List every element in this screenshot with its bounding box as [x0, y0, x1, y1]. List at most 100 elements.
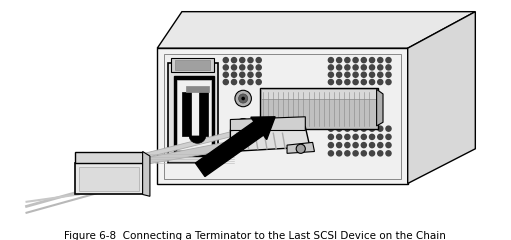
Circle shape — [240, 65, 245, 70]
Circle shape — [345, 58, 350, 63]
Circle shape — [235, 90, 251, 107]
Circle shape — [248, 79, 253, 85]
Circle shape — [235, 119, 251, 135]
Polygon shape — [408, 12, 475, 184]
Circle shape — [386, 79, 391, 85]
Circle shape — [386, 143, 391, 148]
Circle shape — [353, 79, 358, 85]
Circle shape — [378, 134, 383, 139]
Polygon shape — [377, 89, 383, 126]
Circle shape — [256, 72, 261, 77]
Circle shape — [345, 126, 350, 131]
Circle shape — [378, 151, 383, 156]
Circle shape — [361, 143, 366, 148]
Circle shape — [223, 72, 228, 77]
Circle shape — [296, 144, 305, 153]
Circle shape — [353, 134, 358, 139]
Polygon shape — [175, 60, 210, 70]
Circle shape — [361, 58, 366, 63]
Circle shape — [369, 65, 375, 70]
Polygon shape — [230, 117, 305, 131]
Circle shape — [337, 151, 342, 156]
Circle shape — [337, 143, 342, 148]
Circle shape — [337, 58, 342, 63]
Circle shape — [239, 94, 248, 103]
Circle shape — [223, 79, 228, 85]
Circle shape — [329, 126, 334, 131]
Polygon shape — [260, 88, 379, 129]
Polygon shape — [187, 86, 210, 92]
Circle shape — [378, 65, 383, 70]
Circle shape — [353, 58, 358, 63]
Circle shape — [223, 58, 228, 63]
Circle shape — [386, 58, 391, 63]
Circle shape — [329, 72, 334, 77]
Polygon shape — [287, 142, 314, 153]
Circle shape — [329, 143, 334, 148]
Circle shape — [239, 122, 248, 132]
Polygon shape — [171, 58, 214, 72]
Polygon shape — [230, 127, 310, 151]
Circle shape — [231, 72, 237, 77]
Text: Figure 6-8  Connecting a Terminator to the Last SCSI Device on the Chain: Figure 6-8 Connecting a Terminator to th… — [64, 231, 446, 240]
Circle shape — [386, 72, 391, 77]
Circle shape — [337, 79, 342, 85]
Circle shape — [361, 72, 366, 77]
Circle shape — [240, 72, 245, 77]
Circle shape — [378, 72, 383, 77]
Polygon shape — [164, 54, 401, 179]
Polygon shape — [174, 76, 214, 156]
Circle shape — [378, 58, 383, 63]
Circle shape — [345, 79, 350, 85]
Polygon shape — [189, 136, 206, 143]
Polygon shape — [79, 167, 139, 191]
Circle shape — [386, 151, 391, 156]
Circle shape — [345, 72, 350, 77]
Circle shape — [361, 65, 366, 70]
Circle shape — [361, 126, 366, 131]
Polygon shape — [157, 12, 475, 48]
Circle shape — [361, 79, 366, 85]
Circle shape — [369, 151, 375, 156]
Polygon shape — [141, 132, 234, 159]
Polygon shape — [141, 141, 236, 165]
Circle shape — [240, 79, 245, 85]
Circle shape — [345, 65, 350, 70]
Circle shape — [337, 72, 342, 77]
Circle shape — [378, 79, 383, 85]
Circle shape — [240, 58, 245, 63]
Circle shape — [248, 72, 253, 77]
Polygon shape — [75, 163, 143, 194]
Circle shape — [223, 65, 228, 70]
Circle shape — [256, 58, 261, 63]
Circle shape — [353, 143, 358, 148]
Polygon shape — [168, 63, 219, 163]
Circle shape — [337, 134, 342, 139]
Circle shape — [256, 79, 261, 85]
Circle shape — [241, 125, 245, 129]
Circle shape — [345, 151, 350, 156]
Circle shape — [329, 65, 334, 70]
Circle shape — [256, 65, 261, 70]
Polygon shape — [143, 151, 150, 196]
Circle shape — [369, 72, 375, 77]
Circle shape — [369, 134, 375, 139]
Polygon shape — [262, 89, 377, 99]
Circle shape — [329, 151, 334, 156]
Circle shape — [231, 65, 237, 70]
Circle shape — [353, 126, 358, 131]
FancyArrow shape — [195, 117, 275, 176]
Circle shape — [369, 143, 375, 148]
Circle shape — [369, 79, 375, 85]
Circle shape — [248, 58, 253, 63]
Circle shape — [386, 134, 391, 139]
Circle shape — [369, 126, 375, 131]
Circle shape — [369, 58, 375, 63]
Circle shape — [386, 126, 391, 131]
Polygon shape — [182, 92, 191, 136]
Polygon shape — [177, 80, 211, 150]
Circle shape — [231, 79, 237, 85]
Polygon shape — [157, 48, 408, 184]
Circle shape — [231, 58, 237, 63]
Circle shape — [345, 143, 350, 148]
